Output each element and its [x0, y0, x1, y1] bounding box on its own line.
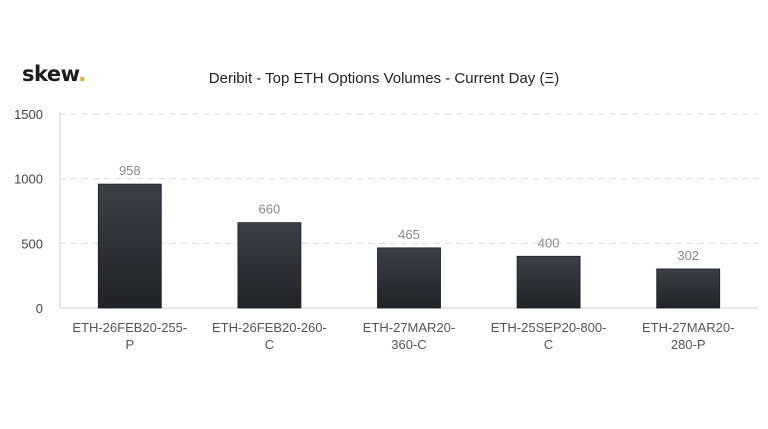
- data-labels: 958 660 465 400 302: [119, 163, 699, 263]
- y-tick-label: 1500: [14, 107, 43, 122]
- bar: [237, 222, 302, 309]
- x-tick-label: ETH-26FEB20-260-C: [212, 320, 327, 352]
- data-label: 302: [677, 248, 699, 263]
- y-tick-label: 0: [36, 301, 43, 316]
- x-tick-label: ETH-25SEP20-800-C: [491, 320, 607, 352]
- bar: [377, 247, 441, 309]
- gridlines: [60, 113, 758, 244]
- y-tick-label: 500: [21, 236, 43, 251]
- brand-dot: .: [78, 62, 86, 86]
- brand-name: skew: [22, 62, 79, 86]
- skew-logo: skew.: [22, 62, 86, 86]
- x-tick-label: ETH-27MAR20-360-C: [363, 320, 455, 352]
- y-tick-label: 1000: [14, 172, 43, 187]
- bar: [656, 268, 721, 309]
- bars: [97, 183, 721, 309]
- data-label: 660: [259, 202, 281, 217]
- x-tick-label: ETH-27MAR20-280-P: [642, 320, 734, 352]
- bar: [97, 183, 162, 309]
- data-label: 958: [119, 163, 141, 178]
- data-label: 400: [538, 235, 560, 250]
- x-tick-label: ETH-26FEB20-255-P: [72, 320, 187, 352]
- data-label: 465: [398, 227, 420, 242]
- chart-title: Deribit - Top ETH Options Volumes - Curr…: [208, 70, 560, 87]
- bar: [516, 255, 581, 309]
- x-axis: ETH-26FEB20-255-P ETH-26FEB20-260-C ETH-27…: [72, 320, 734, 352]
